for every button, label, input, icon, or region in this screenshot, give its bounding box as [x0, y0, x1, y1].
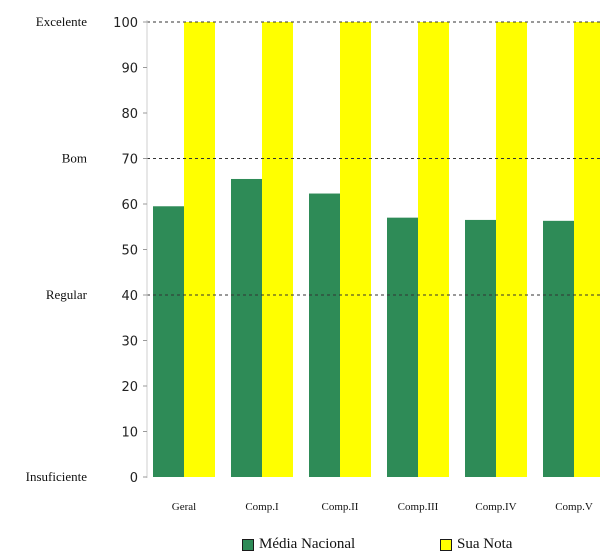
bar-sua-nota-3	[340, 22, 371, 477]
chart-legend: Média Nacional Sua Nota	[0, 534, 600, 554]
bar-media-nacional-2	[231, 178, 262, 477]
legend-item-sua-nota: Sua Nota	[440, 536, 512, 553]
reference-label-regular: Regular	[46, 287, 88, 302]
chart-plot-area: 0 10 20 30 40 50 60 70 80 90 100 Geral Comp.I Comp.I…	[26, 14, 600, 513]
y-tick-label-10: 10	[121, 426, 138, 441]
bar-media-nacional-1	[153, 206, 184, 477]
x-tick-label-1: Geral	[172, 501, 196, 513]
bar-sua-nota-1	[184, 22, 215, 477]
y-tick-label-80: 80	[121, 107, 138, 122]
reference-label-excelente: Excelente	[36, 14, 87, 29]
y-tick-label-30: 30	[121, 335, 138, 350]
legend-label-media-nacional: Média Nacional	[259, 536, 356, 552]
legend-item-media-nacional: Média Nacional	[242, 536, 355, 553]
x-tick-label-6: Comp.V	[555, 501, 593, 513]
y-tick-label-70: 70	[121, 153, 138, 168]
x-tick-label-2: Comp.I	[245, 501, 279, 513]
y-tick-label-100: 100	[113, 16, 138, 31]
x-tick-label-3: Comp.II	[322, 501, 359, 513]
reference-label-insuficiente: Insuficiente	[26, 469, 88, 484]
y-tick-label-20: 20	[121, 380, 138, 395]
legend-swatch-sua-nota	[440, 538, 452, 551]
y-tick-label-60: 60	[121, 198, 138, 213]
legend-swatch-media-nacional	[242, 538, 254, 551]
x-tick-label-4: Comp.III	[398, 501, 439, 513]
legend-label-sua-nota: Sua Nota	[457, 536, 513, 552]
y-tick-label-0: 0	[130, 471, 138, 486]
bar-sua-nota-5	[496, 22, 527, 477]
x-tick-label-5: Comp.IV	[475, 501, 516, 513]
reference-label-bom: Bom	[62, 151, 87, 166]
bar-media-nacional-5	[465, 219, 496, 478]
bar-media-nacional-6	[543, 220, 574, 477]
bar-sua-nota-6	[574, 22, 600, 477]
y-tick-label-90: 90	[121, 62, 138, 77]
bar-media-nacional-3	[309, 193, 340, 477]
bar-sua-nota-2	[262, 22, 293, 477]
y-tick-label-50: 50	[121, 244, 138, 259]
bar-media-nacional-4	[387, 217, 418, 477]
y-tick-label-40: 40	[121, 289, 138, 304]
bar-sua-nota-4	[418, 22, 449, 477]
